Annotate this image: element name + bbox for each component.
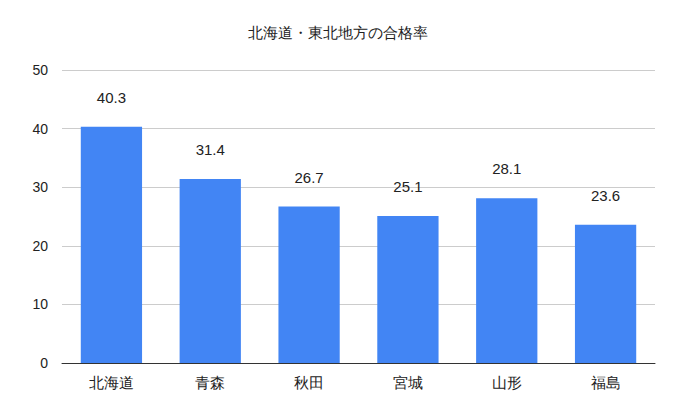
- svg-text:青森: 青森: [195, 374, 225, 391]
- svg-text:23.6: 23.6: [591, 187, 620, 204]
- svg-text:28.1: 28.1: [492, 160, 521, 177]
- svg-text:30: 30: [32, 179, 48, 195]
- svg-text:宮城: 宮城: [393, 374, 423, 391]
- svg-text:山形: 山形: [492, 374, 522, 391]
- svg-text:0: 0: [40, 355, 48, 371]
- svg-text:40.3: 40.3: [97, 89, 126, 106]
- svg-text:31.4: 31.4: [196, 141, 225, 158]
- svg-text:北海道: 北海道: [89, 374, 134, 391]
- svg-text:10: 10: [32, 296, 48, 312]
- svg-text:福島: 福島: [591, 374, 621, 391]
- svg-text:25.1: 25.1: [393, 178, 422, 195]
- svg-text:26.7: 26.7: [294, 169, 323, 186]
- svg-text:40: 40: [32, 121, 48, 137]
- svg-text:50: 50: [32, 62, 48, 78]
- svg-text:秋田: 秋田: [294, 374, 324, 391]
- svg-text:北海道・東北地方の合格率: 北海道・東北地方の合格率: [248, 24, 428, 41]
- svg-text:20: 20: [32, 238, 48, 254]
